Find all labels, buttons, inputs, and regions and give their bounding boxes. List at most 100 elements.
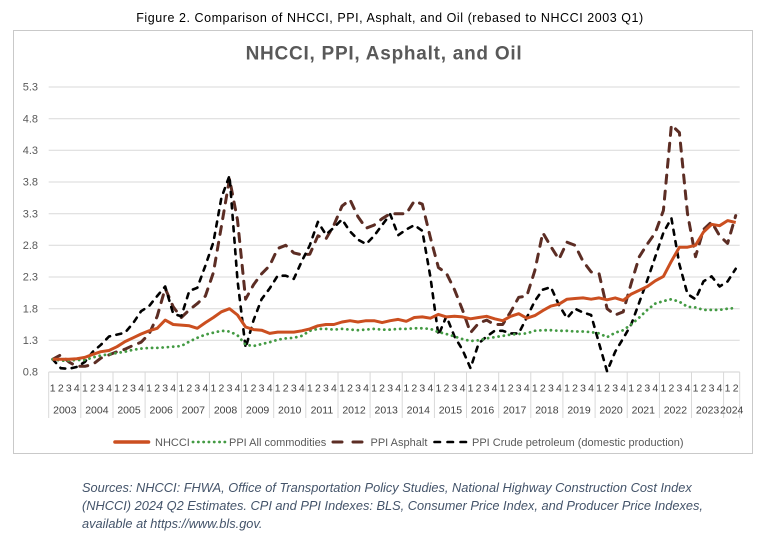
svg-text:4: 4: [717, 383, 723, 395]
svg-text:2009: 2009: [246, 405, 270, 417]
svg-text:1.8: 1.8: [23, 303, 38, 315]
svg-text:2006: 2006: [150, 405, 174, 417]
svg-text:3: 3: [484, 383, 490, 395]
svg-text:2: 2: [411, 383, 417, 395]
svg-text:2.3: 2.3: [23, 272, 38, 284]
svg-text:2012: 2012: [342, 405, 366, 417]
svg-text:4: 4: [524, 383, 530, 395]
svg-text:1: 1: [564, 383, 570, 395]
svg-text:4: 4: [652, 383, 658, 395]
svg-text:1: 1: [243, 383, 249, 395]
svg-text:2.8: 2.8: [23, 240, 38, 252]
svg-text:2: 2: [636, 383, 642, 395]
svg-text:4: 4: [460, 383, 466, 395]
svg-text:3: 3: [676, 383, 682, 395]
svg-text:1: 1: [50, 383, 56, 395]
svg-text:2014: 2014: [407, 405, 431, 417]
svg-text:3: 3: [227, 383, 233, 395]
svg-text:1: 1: [596, 383, 602, 395]
svg-text:2: 2: [540, 383, 546, 395]
svg-text:1: 1: [210, 383, 216, 395]
svg-text:4: 4: [74, 383, 80, 395]
svg-text:1.3: 1.3: [23, 335, 38, 347]
svg-text:2: 2: [604, 383, 610, 395]
svg-text:1: 1: [532, 383, 538, 395]
svg-text:4: 4: [299, 383, 305, 395]
svg-text:1: 1: [339, 383, 345, 395]
svg-text:4: 4: [427, 383, 433, 395]
svg-text:3: 3: [259, 383, 265, 395]
svg-text:1: 1: [371, 383, 377, 395]
svg-text:3: 3: [709, 383, 715, 395]
svg-text:3.8: 3.8: [23, 177, 38, 189]
svg-text:NHCCI, PPI, Asphalt, and Oil: NHCCI, PPI, Asphalt, and Oil: [246, 44, 523, 65]
svg-text:NHCCI: NHCCI: [155, 437, 190, 449]
svg-text:1: 1: [275, 383, 281, 395]
svg-text:4: 4: [556, 383, 562, 395]
svg-text:4: 4: [685, 383, 691, 395]
svg-text:2: 2: [154, 383, 160, 395]
svg-text:2017: 2017: [503, 405, 527, 417]
svg-text:5.3: 5.3: [23, 82, 38, 94]
svg-text:2024: 2024: [720, 405, 744, 417]
svg-text:2: 2: [508, 383, 514, 395]
svg-text:3: 3: [194, 383, 200, 395]
svg-text:2022: 2022: [664, 405, 688, 417]
svg-text:2023: 2023: [696, 405, 720, 417]
svg-text:3: 3: [162, 383, 168, 395]
svg-text:1: 1: [628, 383, 634, 395]
svg-text:3: 3: [323, 383, 329, 395]
svg-text:2: 2: [379, 383, 385, 395]
svg-text:2: 2: [315, 383, 321, 395]
svg-text:4.8: 4.8: [23, 113, 38, 125]
svg-text:1: 1: [114, 383, 120, 395]
svg-text:2: 2: [58, 383, 64, 395]
svg-text:3: 3: [548, 383, 554, 395]
svg-text:4: 4: [235, 383, 241, 395]
svg-text:4: 4: [492, 383, 498, 395]
svg-text:2016: 2016: [471, 405, 495, 417]
svg-text:4: 4: [331, 383, 337, 395]
svg-text:2011: 2011: [311, 405, 334, 417]
svg-text:3.3: 3.3: [23, 208, 38, 220]
svg-text:2021: 2021: [632, 405, 656, 417]
svg-text:4: 4: [138, 383, 144, 395]
svg-text:3: 3: [291, 383, 297, 395]
svg-text:2: 2: [701, 383, 707, 395]
svg-text:2: 2: [733, 383, 739, 395]
svg-text:1: 1: [468, 383, 474, 395]
svg-text:2: 2: [283, 383, 289, 395]
svg-text:2: 2: [122, 383, 128, 395]
svg-text:4: 4: [267, 383, 273, 395]
svg-text:2: 2: [186, 383, 192, 395]
svg-text:1: 1: [435, 383, 441, 395]
svg-text:PPI Crude petroleum (domestic: PPI Crude petroleum (domestic production…: [472, 437, 684, 449]
svg-text:3: 3: [580, 383, 586, 395]
svg-text:3: 3: [98, 383, 104, 395]
svg-text:2: 2: [476, 383, 482, 395]
svg-text:3: 3: [612, 383, 618, 395]
svg-text:PPI All commodities: PPI All commodities: [229, 437, 327, 449]
svg-text:2008: 2008: [214, 405, 238, 417]
svg-text:2019: 2019: [567, 405, 591, 417]
svg-text:1: 1: [82, 383, 88, 395]
svg-text:0.8: 0.8: [23, 367, 38, 379]
svg-text:4: 4: [363, 383, 369, 395]
svg-text:1: 1: [146, 383, 152, 395]
svg-text:1: 1: [500, 383, 506, 395]
svg-text:2: 2: [572, 383, 578, 395]
svg-text:2013: 2013: [375, 405, 399, 417]
svg-text:2005: 2005: [117, 405, 141, 417]
svg-text:4: 4: [170, 383, 176, 395]
svg-text:4: 4: [106, 383, 112, 395]
svg-text:1: 1: [725, 383, 731, 395]
svg-text:2020: 2020: [599, 405, 623, 417]
svg-text:2015: 2015: [439, 405, 463, 417]
svg-text:2010: 2010: [278, 405, 302, 417]
svg-text:4: 4: [588, 383, 594, 395]
svg-text:2: 2: [251, 383, 257, 395]
svg-text:4.3: 4.3: [23, 145, 38, 157]
svg-text:4: 4: [202, 383, 208, 395]
svg-text:3: 3: [355, 383, 361, 395]
svg-text:2: 2: [90, 383, 96, 395]
